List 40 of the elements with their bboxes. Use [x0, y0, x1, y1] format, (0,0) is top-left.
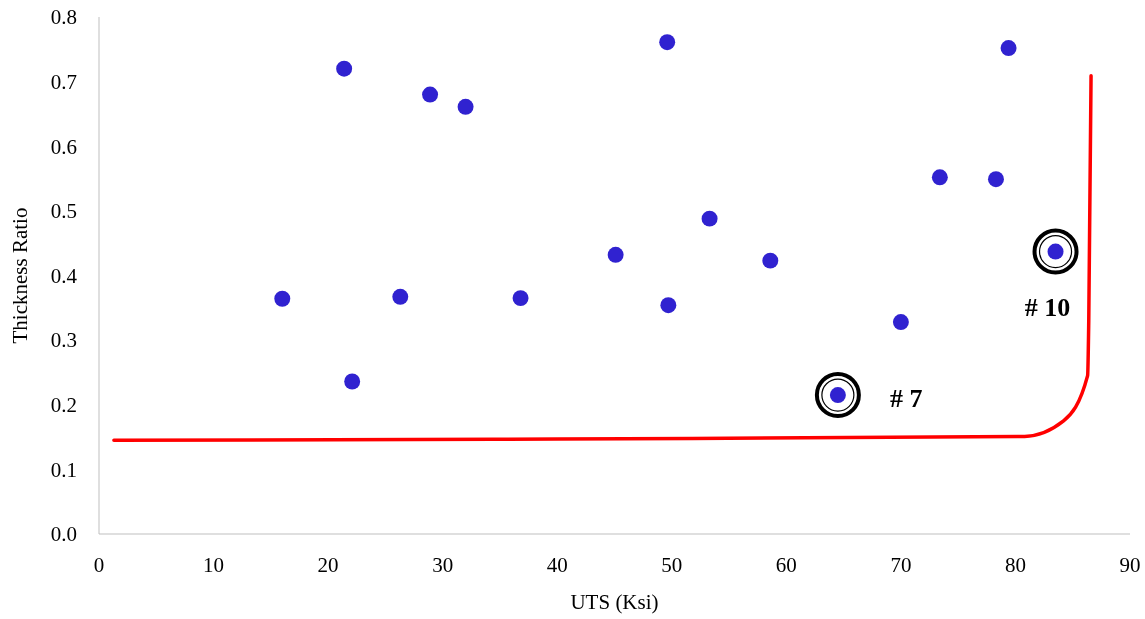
x-tick-label: 0	[93, 553, 105, 577]
y-tick-label: 0.6	[50, 134, 77, 159]
line-series	[112, 74, 1093, 443]
y-tick-label: 0.1	[50, 457, 77, 482]
point	[660, 297, 677, 314]
point	[512, 290, 529, 307]
point	[659, 34, 676, 51]
annotation: # 10	[1024, 292, 1071, 322]
x-tick-label: 70	[890, 553, 912, 577]
y-tick-label: 0.8	[50, 5, 77, 30]
point	[274, 290, 291, 307]
point	[931, 169, 948, 186]
y-tick-label: 0.0	[50, 522, 77, 547]
x-tick-label: 50	[661, 553, 683, 577]
point	[344, 373, 361, 390]
x-tick-label: 80	[1004, 553, 1026, 577]
point	[392, 288, 409, 305]
point	[457, 98, 474, 115]
point	[892, 314, 909, 330]
point	[762, 252, 779, 269]
x-tick-label: 20	[317, 553, 339, 577]
point	[1000, 40, 1017, 56]
x-tick-label: 60	[775, 553, 797, 577]
x-tick-label: 30	[432, 553, 454, 577]
y-tick-label: 0.3	[50, 328, 77, 353]
point	[422, 86, 439, 103]
point	[336, 60, 353, 77]
y-tick-label: 0.2	[50, 393, 77, 418]
point	[701, 210, 718, 227]
y-tick-label: 0.7	[50, 69, 77, 94]
point	[607, 246, 624, 263]
y-axis-title: Thickness Ratio	[8, 207, 32, 344]
y-tick-label: 0.5	[50, 199, 77, 224]
x-tick-label: 90	[1119, 553, 1141, 577]
annotation: # 7	[889, 384, 923, 414]
y-tick-label: 0.4	[50, 263, 78, 288]
x-tick-label: 10	[203, 553, 225, 577]
point	[987, 171, 1004, 188]
x-axis-title: UTS (Ksi)	[570, 590, 659, 614]
x-tick-label: 40	[546, 553, 568, 577]
